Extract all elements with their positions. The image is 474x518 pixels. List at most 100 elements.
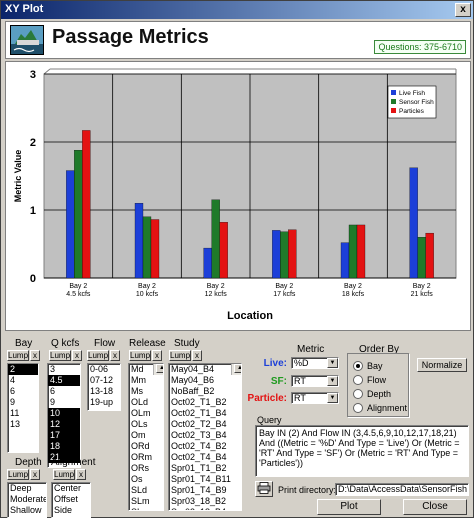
- order-by-depth-option[interactable]: Depth: [353, 389, 391, 399]
- release-list-item[interactable]: ORs: [131, 463, 149, 473]
- qkcfs-clear-button[interactable]: x: [72, 350, 82, 361]
- radio-bay-icon[interactable]: [353, 361, 363, 371]
- release-scrollbar[interactable]: ▲: [153, 364, 163, 375]
- study-scrollbar[interactable]: ▲: [231, 364, 241, 375]
- study-list-item[interactable]: Spr01_T4_B9: [171, 485, 227, 495]
- study-list-item[interactable]: NoBaff_B2: [171, 386, 215, 396]
- depth-list-item[interactable]: Deep: [10, 483, 32, 493]
- release-lump-button[interactable]: Lump: [129, 350, 151, 361]
- flow-lump-button[interactable]: Lump: [87, 350, 109, 361]
- release-list-item[interactable]: OLs: [131, 419, 148, 429]
- bay-list-item[interactable]: 4: [10, 375, 16, 385]
- metric-sf-select[interactable]: RT ▼: [291, 375, 339, 387]
- chevron-down-icon[interactable]: ▼: [327, 376, 338, 386]
- qkcfs-listbox[interactable]: 3 4.5 6 9 10 12 17 18 21: [47, 363, 81, 468]
- bay-clear-button[interactable]: x: [30, 350, 40, 361]
- study-clear-button[interactable]: x: [192, 350, 202, 361]
- release-list-item[interactable]: SLs: [129, 507, 163, 510]
- study-list-item[interactable]: Spr01_T4_B11: [171, 474, 231, 484]
- study-listbox[interactable]: May04_B4 May04_B6 NoBaff_B2 Oct02_T1_B2 Oct0…: [168, 363, 242, 511]
- study-list-item[interactable]: Spr01_T1_B2: [171, 463, 227, 473]
- depth-lump-button[interactable]: Lump: [7, 469, 29, 480]
- qkcfs-list-item[interactable]: 4.5: [48, 375, 80, 386]
- flow-listbox[interactable]: 0-06 07-12 13-18 19-up: [87, 363, 121, 411]
- release-list-item[interactable]: Os: [131, 474, 143, 484]
- qkcfs-list-item[interactable]: 6: [50, 386, 56, 396]
- order-by-flow-option[interactable]: Flow: [353, 375, 386, 385]
- radio-alignment-icon[interactable]: [353, 403, 363, 413]
- qkcfs-lump-button[interactable]: Lump: [49, 350, 71, 361]
- alignment-clear-button[interactable]: x: [76, 469, 86, 480]
- qkcfs-list-item[interactable]: 10: [48, 408, 80, 419]
- release-list-item[interactable]: OLd: [131, 397, 149, 407]
- release-list-item[interactable]: Om: [131, 430, 146, 440]
- study-list-item[interactable]: May04_B4: [171, 364, 215, 374]
- print-button[interactable]: [255, 481, 273, 497]
- print-directory-input[interactable]: D:\Data\AccessData\SensorFish: [335, 483, 469, 496]
- metric-live-select[interactable]: %D ▼: [291, 357, 339, 369]
- release-list-item[interactable]: ORm: [131, 452, 152, 462]
- qkcfs-list-item[interactable]: 3: [50, 364, 56, 374]
- study-list-item[interactable]: May04_B6: [171, 375, 215, 385]
- release-list-item[interactable]: ORd: [131, 441, 150, 451]
- release-list-item[interactable]: Mm: [131, 375, 146, 385]
- query-textarea[interactable]: Bay IN (2) And Flow IN (3,4.5,6,9,10,12,…: [255, 425, 469, 477]
- bay-list-item[interactable]: 11: [10, 408, 20, 418]
- plot-button[interactable]: Plot: [317, 499, 381, 515]
- bay-list-item[interactable]: 13: [10, 419, 21, 429]
- alignment-lump-button[interactable]: Lump: [53, 469, 75, 480]
- study-list-item[interactable]: Spr03_18_B2: [171, 496, 227, 506]
- scroll-up-icon[interactable]: ▲: [156, 364, 163, 373]
- questions-contact[interactable]: Questions: 375-6710: [374, 40, 466, 54]
- bay-list-item[interactable]: 2: [8, 364, 38, 375]
- qkcfs-list-item[interactable]: 12: [48, 419, 80, 430]
- qkcfs-list-item[interactable]: 9: [50, 397, 56, 407]
- study-list-item[interactable]: Spr03_18_B4: [169, 507, 241, 510]
- release-list-item[interactable]: Ms: [131, 386, 143, 396]
- study-list-item[interactable]: Oct02_T4_B4: [171, 452, 227, 462]
- normalize-button[interactable]: Normalize: [417, 358, 467, 372]
- study-list-item[interactable]: Oct02_T2_B4: [171, 419, 227, 429]
- bay-list-item[interactable]: 6: [10, 386, 16, 396]
- metric-particle-select[interactable]: RT ▼: [291, 392, 339, 404]
- chevron-down-icon[interactable]: ▼: [327, 393, 338, 403]
- release-list-item[interactable]: OLm: [131, 408, 151, 418]
- bay-lump-button[interactable]: Lump: [7, 350, 29, 361]
- release-listbox[interactable]: MdMmMsOLdOLmOLsOmORdORmORsOsSLdSLmSLsSRd…: [128, 363, 164, 511]
- flow-list-item[interactable]: 07-12: [90, 375, 114, 385]
- flow-list-item[interactable]: 0-06: [90, 364, 109, 374]
- depth-list-item[interactable]: Moderate: [10, 494, 47, 504]
- close-button[interactable]: Close: [403, 499, 467, 515]
- release-list-item[interactable]: Md: [131, 364, 144, 374]
- qkcfs-list-item[interactable]: 18: [48, 441, 80, 452]
- depth-list-item[interactable]: Shallow: [10, 505, 42, 515]
- alignment-listbox[interactable]: Center Offset Side: [51, 482, 91, 518]
- alignment-list-item[interactable]: Side: [54, 505, 73, 515]
- flow-list-item[interactable]: 13-18: [90, 386, 114, 396]
- release-list-item[interactable]: SLm: [131, 496, 150, 506]
- order-by-bay-option[interactable]: Bay: [353, 361, 383, 371]
- chevron-down-icon[interactable]: ▼: [327, 358, 338, 368]
- alignment-list-item[interactable]: Offset: [54, 494, 78, 504]
- qkcfs-list-item[interactable]: 21: [48, 452, 80, 463]
- depth-listbox[interactable]: Deep Moderate Shallow: [7, 482, 47, 518]
- study-lump-button[interactable]: Lump: [169, 350, 191, 361]
- study-list-item[interactable]: Oct02_T1_B2: [171, 397, 227, 407]
- radio-depth-icon[interactable]: [353, 389, 363, 399]
- window-close-button[interactable]: x: [455, 3, 471, 17]
- qkcfs-list-item[interactable]: 17: [48, 430, 80, 441]
- order-by-alignment-option[interactable]: Alignment: [353, 403, 407, 413]
- alignment-list-item[interactable]: Center: [54, 483, 82, 493]
- depth-clear-button[interactable]: x: [30, 469, 40, 480]
- radio-flow-icon[interactable]: [353, 375, 363, 385]
- flow-list-item[interactable]: 19-up: [90, 397, 114, 407]
- bay-listbox[interactable]: 2 4 6 9 11 13: [7, 363, 39, 453]
- study-list-item[interactable]: Oct02_T1_B4: [171, 408, 227, 418]
- scroll-up-icon[interactable]: ▲: [234, 364, 241, 373]
- bay-list-item[interactable]: 9: [10, 397, 16, 407]
- flow-clear-button[interactable]: x: [110, 350, 120, 361]
- study-list-item[interactable]: Oct02_T3_B4: [171, 430, 227, 440]
- release-list-item[interactable]: SLd: [131, 485, 148, 495]
- release-clear-button[interactable]: x: [152, 350, 162, 361]
- study-list-item[interactable]: Oct02_T4_B2: [171, 441, 227, 451]
